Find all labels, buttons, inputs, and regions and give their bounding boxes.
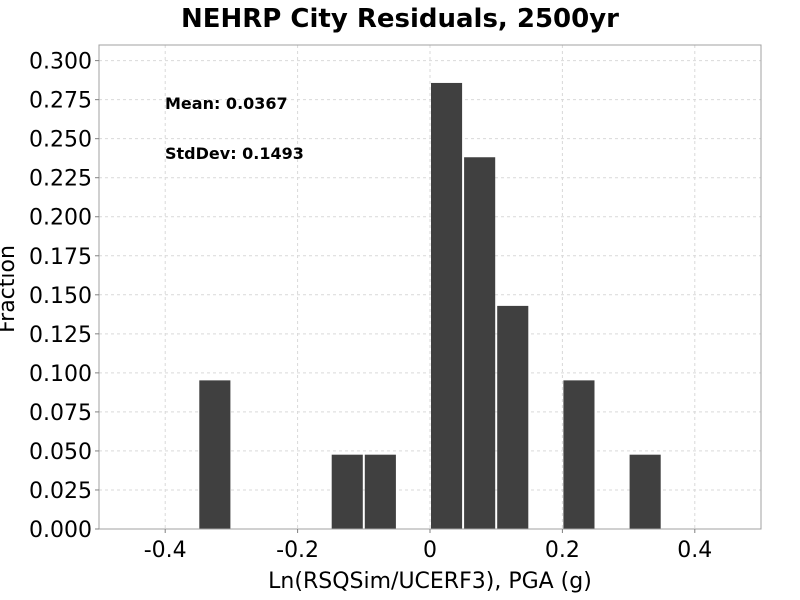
x-tick-label: -0.4 <box>144 538 187 563</box>
x-axis-ticks: -0.4 -0.2 0 0.2 0.4 <box>144 529 712 563</box>
y-tick-label: 0.150 <box>29 284 92 309</box>
y-axis-label: Fraction <box>0 245 20 333</box>
y-tick-label: 0.100 <box>29 362 92 387</box>
y-tick-label: 0.250 <box>29 128 92 153</box>
y-tick-label: 0.125 <box>29 323 92 348</box>
y-tick-label: 0.175 <box>29 245 92 270</box>
y-tick-label: 0.075 <box>29 401 92 426</box>
histogram-bar <box>364 454 396 529</box>
stddev-annotation: StdDev: 0.1493 <box>165 144 304 163</box>
histogram-bar <box>497 305 529 529</box>
x-tick-label: 0.4 <box>677 538 712 563</box>
y-tick-label: 0.050 <box>29 440 92 465</box>
histogram-bar <box>563 380 595 529</box>
y-tick-label: 0.025 <box>29 479 92 504</box>
chart-title: NEHRP City Residuals, 2500yr <box>181 4 619 34</box>
histogram-bar <box>629 454 661 529</box>
y-tick-label: 0.275 <box>29 89 92 114</box>
mean-annotation: Mean: 0.0367 <box>165 94 288 113</box>
y-tick-label: 0.225 <box>29 167 92 192</box>
x-tick-label: 0.2 <box>545 538 580 563</box>
bars <box>199 82 661 529</box>
x-tick-label: -0.2 <box>276 538 319 563</box>
histogram-bar <box>331 454 363 529</box>
y-tick-label: 0.300 <box>29 50 92 75</box>
x-axis-label: Ln(RSQSim/UCERF3), PGA (g) <box>268 569 592 594</box>
grid-lines <box>99 45 761 529</box>
x-tick-label: 0 <box>423 538 437 563</box>
histogram-bar <box>431 82 463 529</box>
histogram-bar <box>199 380 231 529</box>
y-tick-label: 0.000 <box>29 518 92 543</box>
y-axis-ticks: 0.000 0.025 0.050 0.075 0.100 0.125 0.150 0.175… <box>29 50 99 543</box>
y-tick-label: 0.200 <box>29 206 92 231</box>
histogram-bar <box>464 157 496 529</box>
